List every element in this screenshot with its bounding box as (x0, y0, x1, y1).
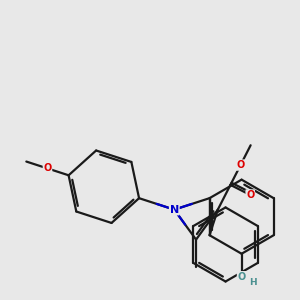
Text: O: O (238, 272, 246, 282)
Text: O: O (246, 190, 254, 200)
Text: H: H (249, 278, 257, 287)
Text: O: O (236, 160, 245, 170)
Text: N: N (170, 205, 179, 214)
Text: O: O (43, 164, 52, 173)
